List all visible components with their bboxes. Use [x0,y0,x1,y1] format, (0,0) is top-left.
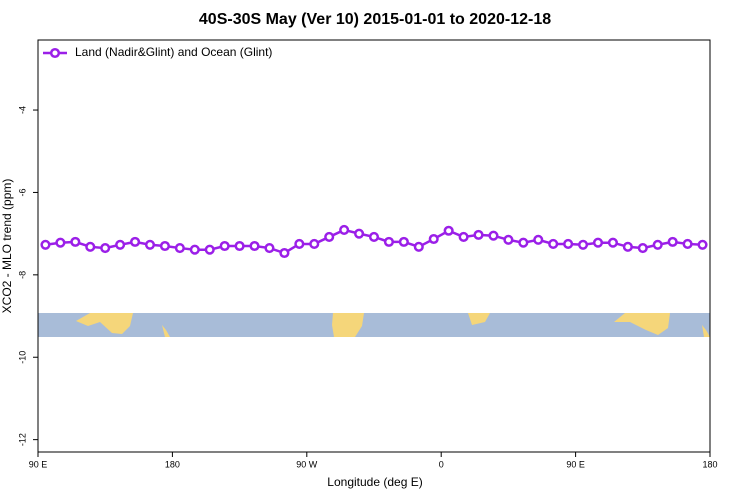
data-point [159,240,170,252]
data-point [144,239,156,250]
data-point [622,241,633,252]
data-point [518,237,529,248]
land [614,313,670,335]
land [702,325,710,337]
data-point [503,234,514,245]
data-point [264,243,275,254]
data-point [234,240,245,252]
x-tick-label: 90 E [29,459,48,469]
data-point [533,234,544,245]
data-point [294,238,305,249]
data-point [592,237,604,248]
x-tick-label: 180 [165,459,180,469]
y-tick-label: -6 [17,188,27,196]
y-tick-label: -8 [17,271,27,279]
data-point [682,238,693,249]
x-tick-label: 90 E [566,459,585,469]
map-strip [38,313,710,337]
data-point [413,241,424,252]
data-point [204,244,215,255]
legend-label: Land (Nadir&Glint) and Ocean (Glint) [75,45,272,59]
data-point [339,224,350,235]
plot-frame [37,39,711,453]
x-axis-label: Longitude (deg E) [327,475,422,489]
data-point [309,238,320,249]
y-axis-label: XCO2 - MLO trend (ppm) [0,179,14,314]
x-tick-label: 90 W [296,459,318,469]
y-tick-label: -10 [17,351,27,364]
data-point [488,230,499,241]
land [468,313,490,325]
data-point [115,239,126,250]
x-tick-label: 180 [702,459,717,469]
data-point [55,237,66,248]
data-point [219,240,230,252]
data-point [249,240,260,252]
data-point [100,243,111,254]
data-point [324,231,335,242]
land [76,313,133,334]
data-point [70,236,81,247]
data-point [383,236,394,247]
data-point [473,229,484,240]
y-tick-label: -4 [17,106,27,114]
land [332,313,364,337]
data-point [279,247,290,259]
data-point [667,236,678,247]
chart-title: 40S-30S May (Ver 10) 2015-01-01 to 2020-… [199,11,551,28]
data-point [398,236,409,247]
land [162,325,170,337]
data-point [354,228,365,239]
data-point [637,243,648,254]
data-point [548,238,559,249]
data-point [443,225,454,236]
data-point [189,244,200,255]
data-point [428,233,439,245]
data-point [563,238,574,249]
data-point [578,239,589,250]
data-point [652,239,663,250]
x-tick-label: 0 [439,459,444,469]
data-point [368,231,380,242]
data-point [697,239,708,250]
data-point [174,243,185,254]
data-point [85,241,96,252]
y-tick-label: -12 [17,433,27,446]
data-point [40,239,51,250]
data-point [607,237,618,248]
legend-marker [49,47,61,59]
data-point [130,236,141,247]
ocean [38,313,710,337]
data-point [458,231,469,242]
